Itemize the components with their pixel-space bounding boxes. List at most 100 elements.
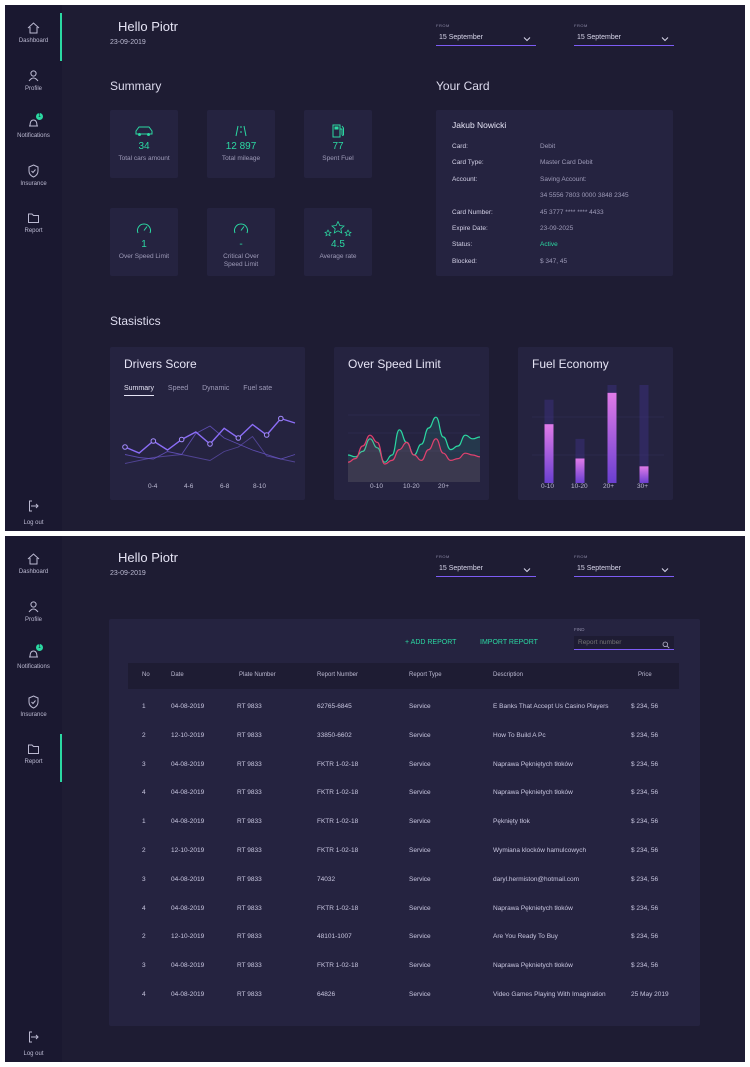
cell-price: $ 234, 56	[631, 789, 659, 797]
card-row-value: 23-09-2025	[540, 225, 574, 232]
notification-badge: 1	[36, 113, 43, 120]
from-value[interactable]: 15 September	[574, 563, 674, 577]
cell-date: 04-08-2019	[171, 703, 205, 710]
car-icon	[135, 126, 153, 136]
score-series-line	[124, 417, 296, 454]
stars-icon	[324, 221, 352, 237]
find-caption: FIND	[574, 627, 585, 632]
card-row-label: Blocked:	[452, 258, 477, 265]
score-data-point	[122, 444, 128, 450]
sidebar: Dashboard Profile 1 Notifications Insura…	[5, 536, 62, 1062]
table-row[interactable]: 3 04-08-2019 RT 9833 FKTR 1-02-18 Service Nap…	[128, 751, 679, 779]
x-tick-label: 30+	[637, 483, 649, 490]
cell-type: Service	[409, 789, 431, 797]
shield-icon	[28, 164, 39, 178]
from-date-select-1[interactable]: FROM 15 September	[436, 23, 536, 46]
cell-date: 04-08-2019	[171, 962, 205, 970]
x-tick-label: 6-8	[220, 483, 230, 490]
search-icon[interactable]	[662, 641, 670, 649]
table-row[interactable]: 4 04-08-2019 RT 9833 64826 Service Video Game…	[128, 981, 679, 1009]
x-tick-label: 0-10	[370, 483, 384, 490]
tab-speed[interactable]: Speed	[167, 385, 189, 392]
report-search-input[interactable]	[574, 636, 674, 650]
tab-dynamic[interactable]: Dynamic	[202, 385, 230, 392]
cell-desc: Naprawa Pękniętych tłoków	[493, 760, 573, 768]
cell-date: 04-08-2019	[171, 818, 205, 826]
sidebar-item-label: Insurance	[20, 181, 47, 187]
sidebar-item-notifications[interactable]: 1 Notifications	[5, 113, 62, 156]
cell-date: 04-08-2019	[171, 760, 205, 768]
speedometer-icon	[234, 223, 248, 234]
cell-report: FKTR 1-02-18	[317, 818, 359, 826]
sidebar-item-profile[interactable]: Profile	[5, 600, 62, 640]
table-row[interactable]: 2 12-10-2019 RT 9833 48101-1007 Service Are Y…	[128, 923, 679, 951]
score-data-point	[278, 415, 284, 422]
cell-plate: RT 9833	[237, 760, 262, 768]
from-value[interactable]: 15 September	[574, 32, 674, 46]
sidebar-item-insurance[interactable]: Insurance	[5, 164, 62, 204]
from-caption: FROM	[574, 23, 588, 28]
bell-icon	[29, 119, 38, 127]
cell-price: 25 May 2019	[631, 991, 669, 998]
table-row[interactable]: 1 04-08-2019 RT 9833 FKTR 1-02-18 Service Pęk…	[128, 808, 679, 836]
cell-desc: Video Games Playing With Imagination	[493, 991, 606, 998]
table-row[interactable]: 3 04-08-2019 RT 9833 FKTR 1-02-18 Service Nap…	[128, 952, 679, 980]
from-caption: FROM	[574, 554, 588, 559]
sidebar-item-dashboard[interactable]: Dashboard	[5, 13, 62, 61]
table-row[interactable]: 2 12-10-2019 RT 9833 33850-6602 Service How T…	[128, 722, 679, 750]
sidebar-item-dashboard[interactable]: Dashboard	[5, 552, 62, 592]
tile-over-speed-limit: 1 Over Speed Limit	[110, 208, 178, 276]
from-date-select-2[interactable]: FROM 15 September	[574, 554, 674, 577]
fuel-economy-title: Fuel Economy	[532, 357, 609, 371]
x-tick-label: 0-4	[148, 483, 158, 490]
table-row[interactable]: 4 04-08-2019 RT 9833 FKTR 1-02-18 Service Nap…	[128, 779, 679, 807]
logout-label: Log out	[23, 1051, 44, 1057]
table-row[interactable]: 1 04-08-2019 RT 9833 62765-6845 Service E Ban…	[128, 693, 679, 721]
notification-badge: 1	[36, 644, 43, 651]
tab-summary[interactable]: Summary	[124, 385, 154, 396]
cell-date: 04-08-2019	[171, 789, 205, 797]
over-speed-chart	[347, 414, 481, 482]
home-icon	[27, 22, 40, 34]
from-value[interactable]: 15 September	[436, 563, 536, 577]
score-data-point	[207, 441, 213, 447]
shield-icon	[28, 695, 39, 709]
cell-desc: Are You Ready To Buy	[493, 933, 558, 941]
x-tick-label: 20+	[438, 483, 450, 490]
user-icon	[28, 601, 39, 613]
card-row-value: 45 3777 **** **** 4433	[540, 209, 604, 216]
sidebar-item-insurance[interactable]: Insurance	[5, 695, 62, 735]
speed-series-area	[348, 417, 480, 482]
from-date-select-2[interactable]: FROM 15 September	[574, 23, 674, 46]
cell-date: 12-10-2019	[171, 847, 205, 854]
tab-fuel-sate[interactable]: Fuel sate	[243, 385, 273, 392]
sidebar-item-profile[interactable]: Profile	[5, 69, 62, 109]
cell-no: 4	[142, 789, 146, 797]
score-series-line	[124, 425, 296, 460]
tile-critical-over-speed: - Critical Over Speed Limit	[207, 208, 275, 276]
cell-desc: How To Build A Pc	[493, 731, 546, 739]
table-row[interactable]: 3 04-08-2019 RT 9833 74032 Service daryl.herm…	[128, 866, 679, 894]
sidebar-item-notifications[interactable]: 1 Notifications	[5, 644, 62, 687]
from-caption: FROM	[436, 23, 450, 28]
cell-type: Service	[409, 904, 431, 912]
card-row-label: Card Number:	[452, 209, 493, 216]
cell-price: $ 234, 56	[631, 962, 659, 970]
add-report-button[interactable]: + ADD REPORT	[405, 639, 457, 646]
table-row[interactable]: 4 04-08-2019 RT 9833 FKTR 1-02-18 Service Nap…	[128, 895, 679, 923]
logout-button[interactable]: Log out	[5, 499, 62, 526]
table-row[interactable]: 2 12-10-2019 RT 9833 FKTR 1-02-18 Service Wy…	[128, 837, 679, 865]
current-date: 23-09-2019	[110, 39, 146, 46]
from-date-select-1[interactable]: FROM 15 September	[436, 554, 536, 577]
from-value[interactable]: 15 September	[436, 32, 536, 46]
sidebar-item-report[interactable]: Report	[5, 734, 62, 782]
import-report-button[interactable]: IMPORT REPORT	[480, 639, 538, 646]
cell-report: 48101-1007	[317, 933, 352, 941]
card-holder-name: Jakub Nowicki	[452, 120, 507, 130]
sidebar-item-report[interactable]: Report	[5, 211, 62, 251]
logout-button[interactable]: Log out	[5, 1030, 62, 1057]
tile-label: Over Speed Limit	[118, 253, 170, 260]
tile-label: Critical Over Speed Limit	[223, 253, 259, 268]
over-speed-title: Over Speed Limit	[348, 357, 441, 371]
cell-report: 64826	[317, 991, 336, 998]
